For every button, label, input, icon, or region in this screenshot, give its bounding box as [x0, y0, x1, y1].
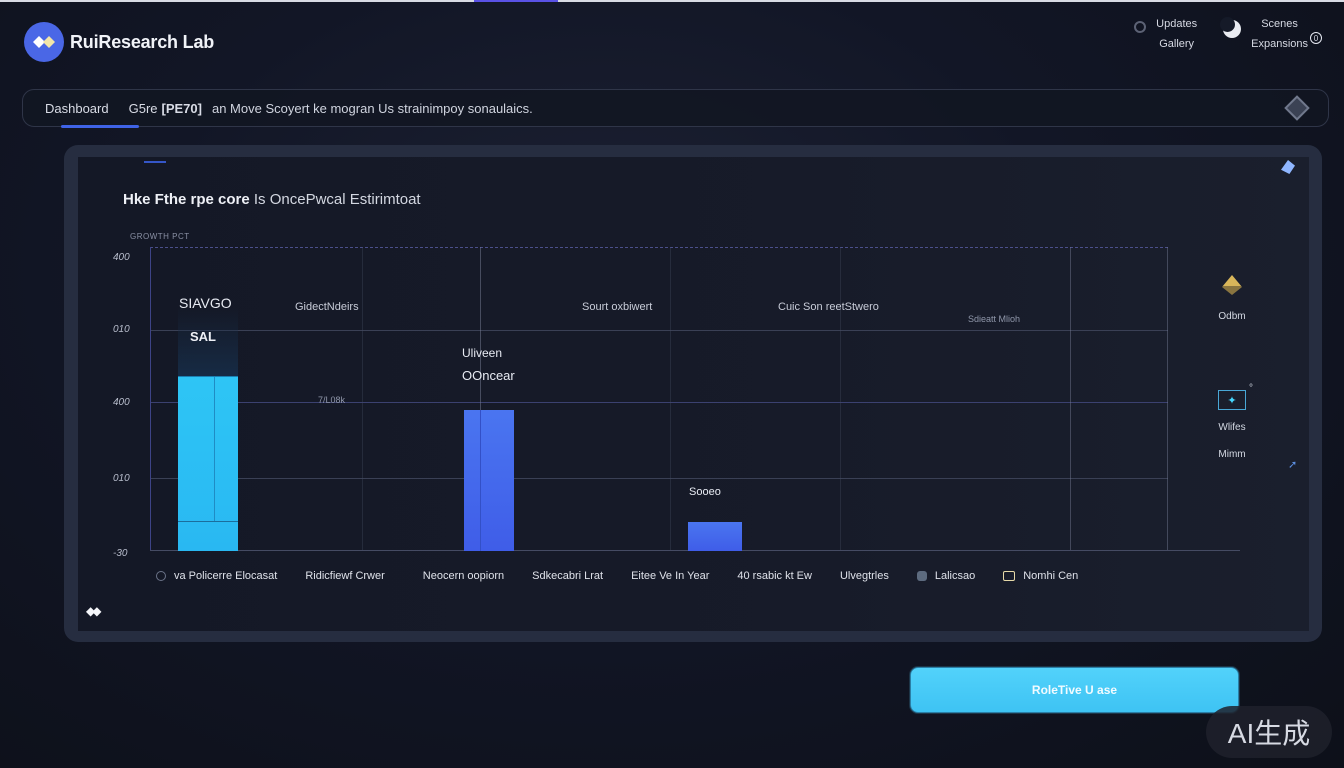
y-tick: -30 [113, 548, 128, 559]
x-label[interactable]: Ridicfiewf Crwer [305, 570, 385, 582]
notification-badge: 0 [1310, 32, 1322, 44]
command-text: an Move Scoyert ke mogran Us strainimpoy… [211, 100, 533, 116]
gridline-v [362, 247, 363, 551]
bar-2-label: Uliveen [462, 346, 503, 360]
annotation: Cuic Son reetStwero [778, 301, 879, 313]
gridline [150, 478, 1168, 479]
x-label[interactable]: va Policerre Elocasat [142, 564, 291, 588]
bar-2-sublabel: OOncear [462, 368, 515, 383]
updates-button[interactable]: Updates Gallery [1134, 18, 1197, 50]
gridline-v [840, 247, 841, 551]
primary-action-button[interactable]: RoleTive U ase [910, 667, 1239, 713]
bar-0[interactable] [178, 376, 238, 551]
y-tick: 400 [113, 252, 130, 263]
updates-label: Updates [1156, 18, 1198, 30]
chart-title: Hke Fthe rpe core Is OncePwcal Estirimto… [123, 191, 421, 208]
expansions-label: Expansions [1251, 38, 1308, 50]
command-bar[interactable]: Dashboard G5re [PE70] an Move Scoyert ke… [22, 89, 1329, 128]
side-label: Odbm [1218, 311, 1246, 322]
chart-title-bold: Hke Fthe rpe core [123, 191, 250, 208]
bar-0-label: SIAVGO [179, 295, 232, 311]
tab-dashboard[interactable]: Dashboard [45, 101, 139, 128]
plot-area [150, 247, 1240, 551]
x-label[interactable]: Eitee Ve In Year [631, 570, 710, 582]
top-progress-bar [0, 0, 1344, 2]
annotation: 7/L08k [318, 395, 346, 405]
x-axis-labels: va Policerre Elocasat Ridicfiewf Crwer N… [142, 562, 1092, 590]
ring-icon [1134, 21, 1147, 33]
bar-4[interactable] [688, 522, 742, 551]
y-tick: 400 [113, 397, 130, 408]
side-controls: Odbm ✦ Wlifes Mimm [1206, 275, 1258, 460]
y-axis [150, 247, 151, 551]
x-label[interactable]: Nomhi Cen [989, 564, 1092, 588]
scenes-label: Scenes [1261, 18, 1298, 30]
crown-icon [1003, 571, 1016, 581]
code-label: [PE70] [161, 100, 202, 116]
progress-segment [474, 0, 558, 2]
annotation: Sdieatt Mlioh [968, 314, 1021, 324]
gridline [150, 247, 1168, 248]
bar-2[interactable] [464, 410, 514, 551]
scenes-button[interactable]: Scenes Expansions 0 [1220, 17, 1322, 50]
x-label[interactable]: Sdkecabri Lrat [532, 570, 604, 582]
chart-title-rest: Is OncePwcal Estirimtoat [253, 191, 421, 208]
brand[interactable]: RuiResearch Lab [24, 22, 214, 62]
header-actions: Updates Gallery Scenes Expansions 0 [1134, 17, 1322, 50]
gridline-v [670, 247, 671, 551]
y-tick: 010 [113, 324, 130, 335]
x-label[interactable]: 40 rsabic kt Ew [737, 570, 812, 582]
x-label[interactable]: Ulvegtrles [839, 570, 889, 582]
bar-0-sublabel: SAL [190, 329, 216, 344]
refresh-icon [156, 571, 166, 581]
gridline-v [480, 247, 481, 551]
side-label[interactable]: Mimm [1218, 449, 1246, 460]
x-label[interactable]: Lalicsao [903, 564, 989, 588]
legend-caption: GROWTH PCT [130, 232, 190, 241]
ai-watermark: AI生成 [1206, 706, 1332, 758]
code-prefix: G5re [128, 100, 158, 116]
gridline [150, 402, 1168, 403]
gold-gem-icon[interactable] [1222, 275, 1242, 295]
diamond-toggle-icon[interactable] [1284, 95, 1310, 121]
frame-icon[interactable]: ✦ [1218, 383, 1253, 410]
gridline [150, 330, 1168, 331]
annotation: Sourt oxbiwert [582, 301, 653, 313]
bar-4-label: Sooeo [689, 486, 721, 498]
bar-glow [178, 307, 238, 377]
footer-logo-icon: ◆◆ [86, 604, 102, 618]
pin-icon [144, 155, 166, 163]
side-label: Wlifes [1218, 422, 1246, 433]
globe-icon [916, 571, 927, 581]
moon-icon [1220, 17, 1242, 38]
x-label[interactable]: Neocern oopiorn [422, 570, 505, 582]
brand-logo-icon [24, 22, 64, 62]
annotation: GidectNdeirs [295, 301, 359, 313]
arrow-icon[interactable]: ➚ [1288, 459, 1298, 471]
y-tick: 010 [113, 473, 130, 484]
brand-name: RuiResearch Lab [70, 31, 215, 52]
gridline-v [1070, 247, 1071, 551]
gridline-v [1167, 247, 1168, 551]
gallery-label: Gallery [1159, 38, 1195, 50]
chart-card [78, 157, 1309, 631]
